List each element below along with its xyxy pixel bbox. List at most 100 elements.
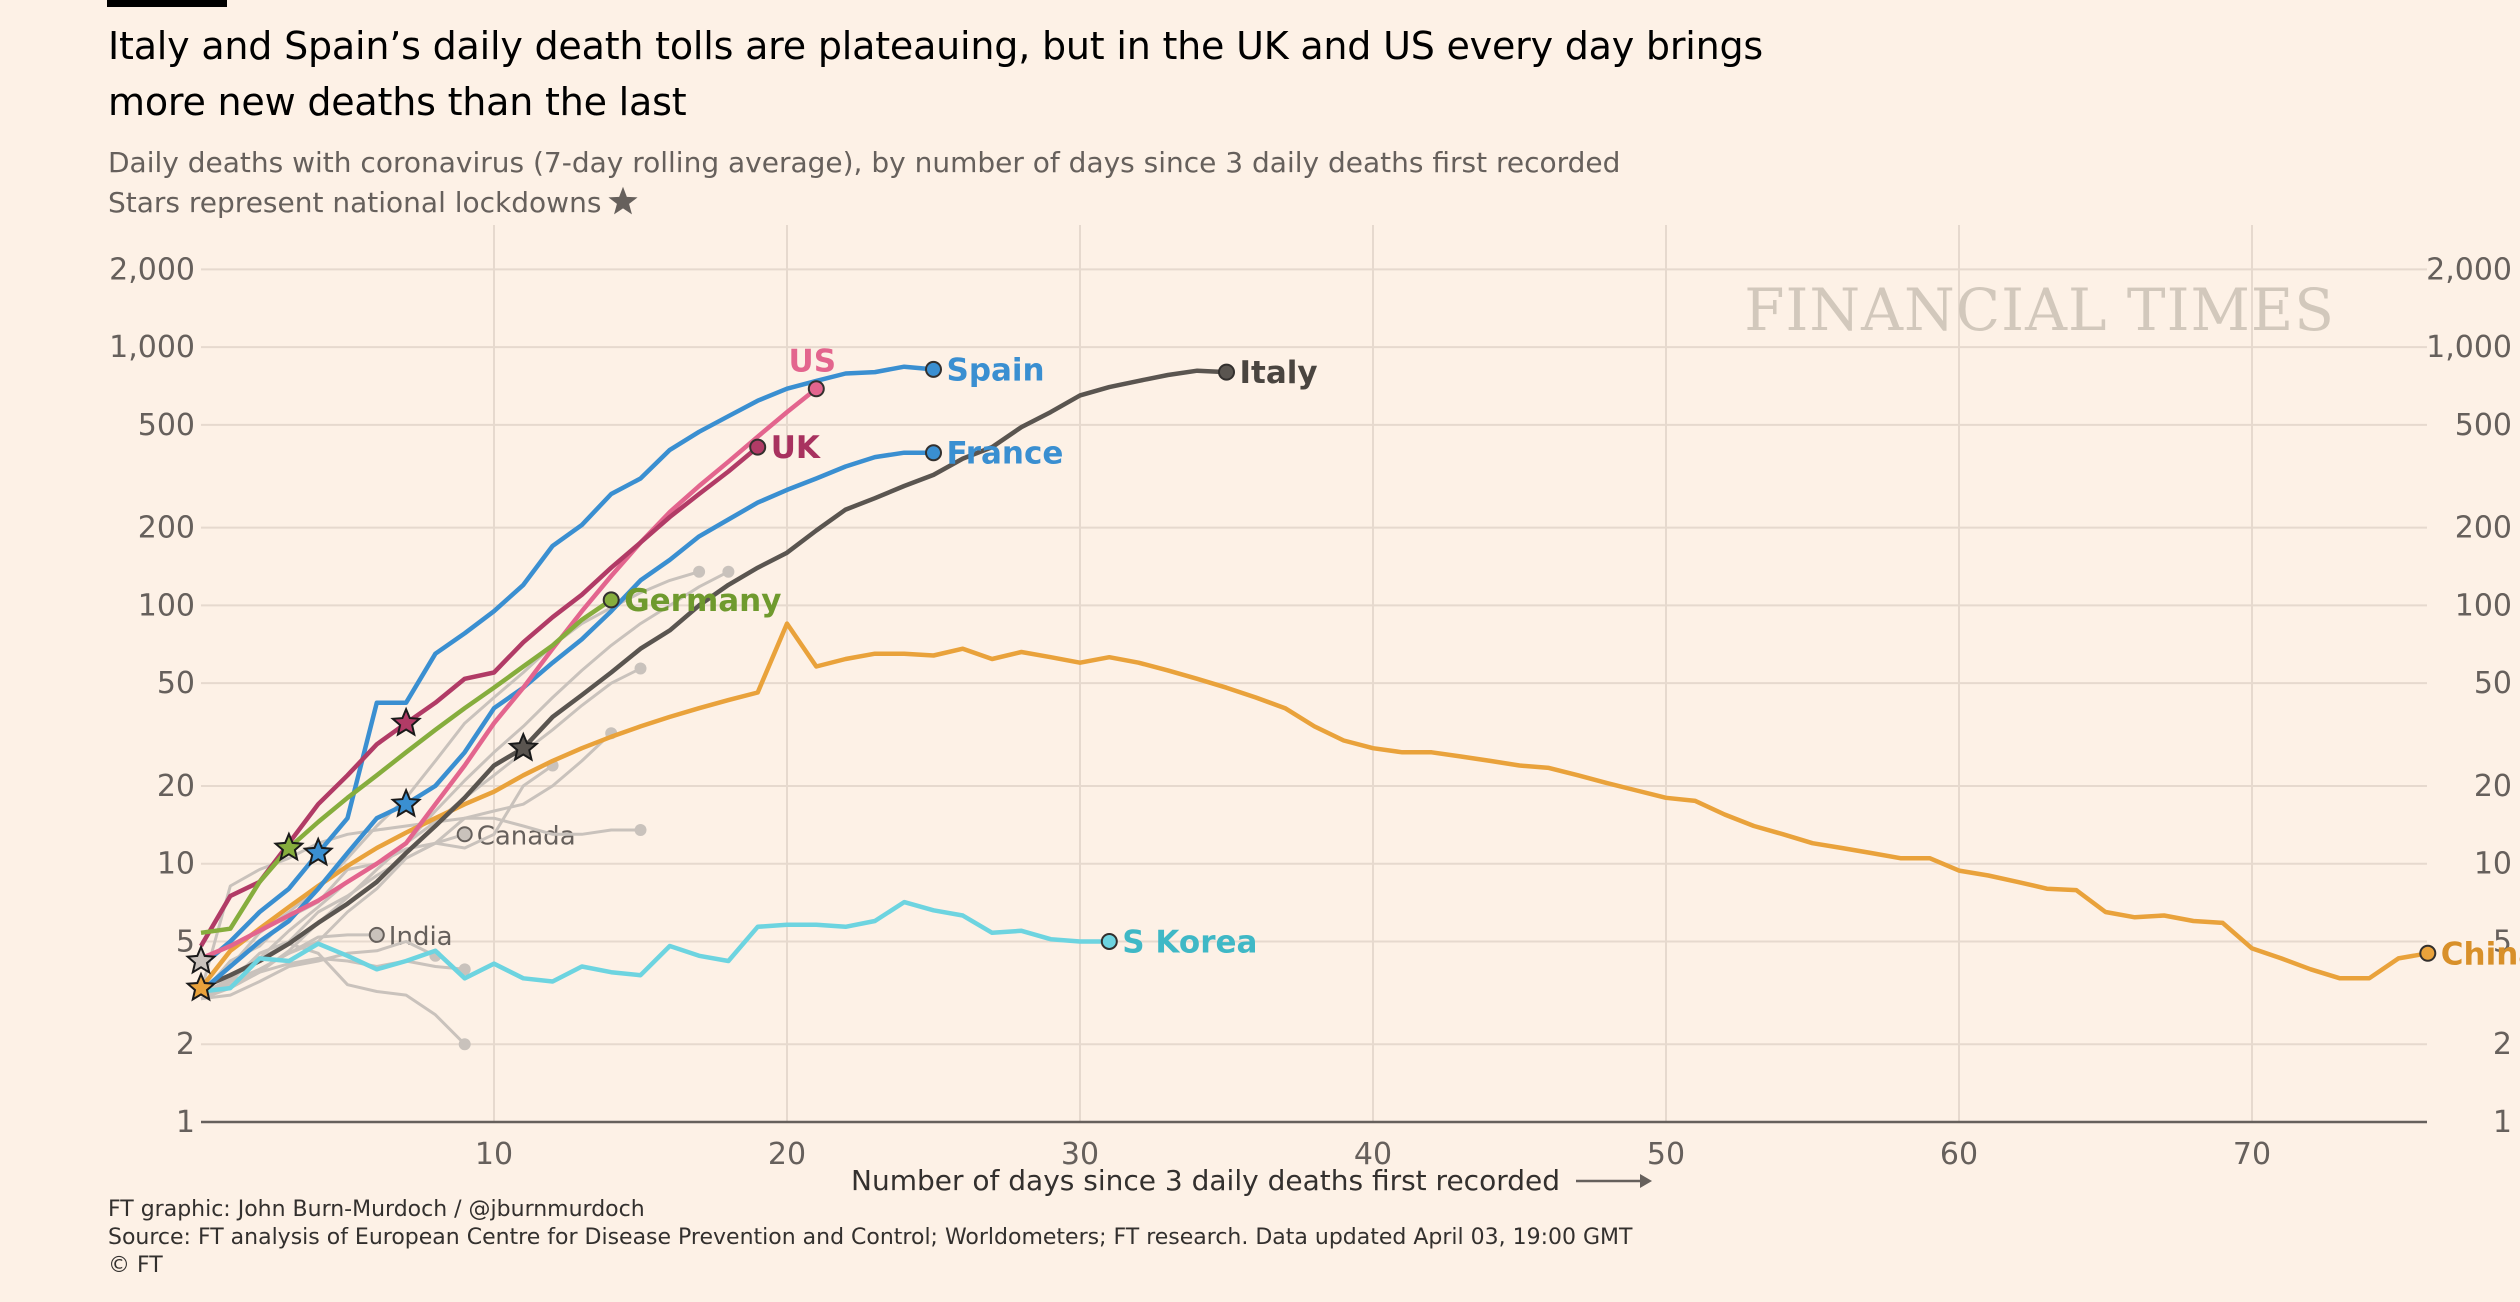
series-end-marker <box>634 824 647 837</box>
series-line-uk <box>199 445 760 948</box>
y-tick-label-left: 2 <box>176 1027 195 1062</box>
grey-series-line <box>200 956 465 993</box>
series-line-germany <box>200 598 613 936</box>
y-tick-label-right: 1 <box>2493 1105 2512 1140</box>
x-tick-label: 20 <box>768 1137 806 1172</box>
series-label-spain: Spain <box>947 352 1045 388</box>
x-tick-label: 40 <box>1354 1137 1392 1172</box>
series-line-s-korea <box>200 899 1110 994</box>
series-end-marker <box>722 565 735 578</box>
series-label-china: China <box>2441 936 2520 972</box>
ft-watermark: FINANCIAL TIMES <box>1744 276 2335 344</box>
series-end-marker-us <box>807 380 825 398</box>
y-tick-label-right: 20 <box>2474 769 2512 804</box>
footer-copyright: © FT <box>108 1253 163 1278</box>
x-tick-label: 70 <box>2233 1137 2271 1172</box>
gridlines <box>201 225 2427 1122</box>
series-label-uk: UK <box>771 430 821 466</box>
grey-series-line <box>200 940 437 1001</box>
series-uk <box>199 438 767 948</box>
series-label-france: France <box>947 436 1064 472</box>
lockdown-star-icon-france <box>390 787 422 818</box>
series-china <box>199 621 2437 990</box>
series-line-us <box>200 386 818 961</box>
y-axis-left: 1 2 5 10 20 50 100 200 500 1,000 2,000 <box>109 252 195 1140</box>
series-s-korea <box>200 899 1118 994</box>
series-end-marker <box>458 1038 471 1051</box>
y-axis-right: 1 2 5 10 20 50 100 200 500 1,000 2,000 <box>2426 252 2512 1140</box>
grey-series-grey-b <box>200 662 647 997</box>
x-axis: 10 20 30 40 50 60 70 <box>201 1120 2427 1172</box>
series-end-marker-s-korea <box>1100 932 1118 950</box>
grey-series-grey-d <box>200 565 735 1001</box>
series-label-s-korea: S Korea <box>1122 924 1257 960</box>
x-axis-title: Number of days since 3 daily deaths firs… <box>851 1164 1560 1197</box>
lockdown-star-icon-italy <box>507 731 540 762</box>
grey-series-label: India <box>389 922 453 952</box>
lockdown-star-icon-spain <box>302 836 334 867</box>
series-germany <box>200 591 620 936</box>
chart-title: Italy and Spain’s daily death tolls are … <box>108 24 1764 124</box>
y-tick-label-left: 20 <box>157 769 195 804</box>
y-tick-label-left: 500 <box>138 408 195 443</box>
series-end-marker <box>634 662 647 675</box>
lockdown-star-icon <box>608 186 638 215</box>
highlighted-series-group <box>199 360 2437 994</box>
subtitle-line-2: Stars represent national lockdowns <box>108 183 1620 223</box>
series-label-germany: Germany <box>624 583 781 619</box>
grey-series-line <box>200 732 613 993</box>
subtitle-line-2-text: Stars represent national lockdowns <box>108 186 602 219</box>
y-tick-label-right: 2 <box>2493 1027 2512 1062</box>
series-end-marker <box>458 963 471 976</box>
grey-series-line <box>200 570 730 1001</box>
y-tick-label-left: 10 <box>157 847 195 882</box>
ft-brand-bar <box>107 0 227 7</box>
lockdown-star-icon-grey <box>185 944 217 975</box>
y-tick-label-right: 500 <box>2455 408 2512 443</box>
lockdown-star-icon-germany <box>273 831 305 862</box>
y-tick-label-right: 5 <box>2493 924 2512 959</box>
series-us <box>200 380 825 961</box>
y-tick-label-right: 2,000 <box>2426 252 2512 287</box>
footer: FT graphic: John Burn-Murdoch / @jburnmu… <box>108 1196 1632 1280</box>
grey-series-grey-i <box>200 956 471 993</box>
series-end-marker-france <box>925 444 942 462</box>
grey-series-line <box>200 667 642 997</box>
y-tick-label-right: 10 <box>2474 847 2512 882</box>
series-line-france <box>199 450 934 994</box>
series-france <box>199 444 942 994</box>
series-labels: China Italy Spain France US UK Germany S Korea <box>624 344 2520 973</box>
y-tick-label-left: 200 <box>138 511 195 546</box>
series-end-marker-italy <box>1218 363 1235 381</box>
series-end-marker-china <box>2419 944 2437 962</box>
y-tick-label-left: 5 <box>176 924 195 959</box>
x-tick-label: 50 <box>1647 1137 1685 1172</box>
lockdown-star-icon-uk <box>390 706 422 737</box>
series-end-marker <box>368 926 385 943</box>
footer-source: Source: FT analysis of European Centre f… <box>108 1225 1633 1250</box>
y-tick-label-right: 50 <box>2474 666 2512 701</box>
y-tick-label-left: 1 <box>176 1105 195 1140</box>
lockdown-stars <box>185 706 540 1002</box>
series-end-marker-germany <box>602 591 620 609</box>
series-line-italy <box>200 368 1227 991</box>
chart-subtitle: Daily deaths with coronavirus (7-day rol… <box>108 143 1620 223</box>
x-tick-label: 60 <box>1940 1137 1978 1172</box>
y-tick-label-left: 100 <box>138 588 195 623</box>
footer-credit: FT graphic: John Burn-Murdoch / @jburnmu… <box>108 1197 645 1222</box>
x-tick-label: 30 <box>1061 1137 1099 1172</box>
series-label-us: US <box>789 344 837 380</box>
series-end-marker <box>693 565 706 578</box>
series-end-marker <box>456 826 473 843</box>
y-tick-label-left: 1,000 <box>109 330 195 365</box>
lockdown-star-icon-china <box>185 971 217 1002</box>
series-end-marker-uk <box>749 438 767 456</box>
series-line-china <box>199 621 2429 990</box>
y-tick-label-right: 200 <box>2455 511 2512 546</box>
subtitle-line-1: Daily deaths with coronavirus (7-day rol… <box>108 146 1621 179</box>
y-tick-label-right: 1,000 <box>2426 330 2512 365</box>
y-tick-label-right: 100 <box>2455 588 2512 623</box>
x-axis-title-group: Number of days since 3 daily deaths firs… <box>851 1164 1652 1197</box>
y-tick-label-left: 50 <box>157 666 195 701</box>
